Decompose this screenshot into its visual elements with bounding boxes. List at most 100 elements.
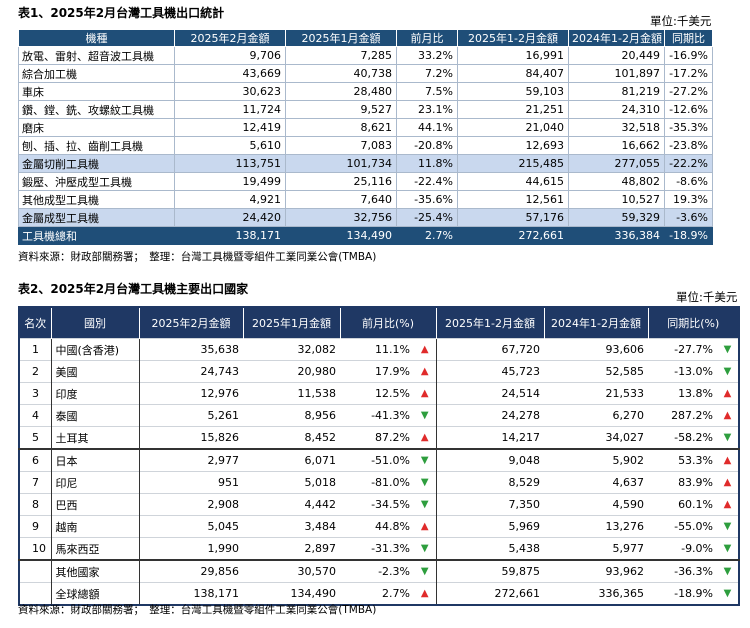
value-cell: 87.2%: [340, 426, 414, 449]
value-cell: 30,570: [243, 559, 340, 583]
value-cell: -18.9%: [648, 582, 718, 605]
value-cell: 29,856: [138, 559, 243, 583]
country-cell: 中國(含香港): [51, 338, 140, 361]
rank-cell: 1: [19, 338, 52, 361]
value-cell: 9,048: [435, 448, 545, 472]
rank-cell: 7: [19, 471, 52, 494]
value-cell: 8,956: [243, 404, 340, 427]
value-cell: 43,669: [174, 64, 286, 83]
table1-header-cell: 2025年2月金額: [174, 29, 286, 47]
value-cell: 7,640: [285, 190, 397, 209]
value-cell: 20,449: [568, 46, 665, 65]
value-cell: 134,490: [285, 226, 397, 245]
value-cell: 40,738: [285, 64, 397, 83]
value-cell: 60.1%: [648, 493, 718, 516]
table1-row: 鍛壓、沖壓成型工具機 19,499 25,116 -22.4% 44,615 48,802…: [18, 172, 713, 191]
value-cell: 24,420: [174, 208, 286, 227]
value-cell: -35.3%: [664, 118, 713, 137]
country-cell: 日本: [51, 448, 140, 472]
value-cell: -25.4%: [396, 208, 458, 227]
value-cell: 12.5%: [340, 382, 414, 405]
table2-header-cell: 前月比(%): [339, 307, 437, 339]
country-cell: 美國: [51, 360, 140, 383]
table2-top-destinations: 名次 國別 2025年2月金額 2025年1月金額 前月比(%) 2025年1-2月金額 2…: [18, 306, 741, 606]
table1-header-cell: 2024年1-2月金額: [568, 29, 665, 47]
value-cell: 32,756: [285, 208, 397, 227]
value-cell: -22.2%: [664, 154, 713, 173]
value-cell: 32,518: [568, 118, 665, 137]
rank-cell: 4: [19, 404, 52, 427]
table1-row: 其他成型工具機 4,921 7,640 -35.6% 12,561 10,527 19.3%: [18, 190, 713, 209]
rank-cell: [19, 559, 52, 583]
value-cell: 17.9%: [340, 360, 414, 383]
value-cell: 93,962: [544, 559, 649, 583]
rank-cell: [19, 582, 52, 605]
table1-header-cell: 前月比: [396, 29, 458, 47]
value-cell: 35,638: [138, 338, 243, 361]
machine-type-cell: 綜合加工機: [18, 64, 175, 83]
rank-cell: 10: [19, 537, 52, 560]
value-cell: 6,071: [243, 448, 340, 472]
value-cell: -55.0%: [648, 515, 718, 538]
rank-cell: 9: [19, 515, 52, 538]
value-cell: 83.9%: [648, 471, 718, 494]
country-cell: 巴西: [51, 493, 140, 516]
value-cell: 8,452: [243, 426, 340, 449]
value-cell: 67,720: [435, 338, 545, 361]
table1-header-cell: 機種: [18, 29, 175, 47]
table1-row: 金屬切削工具機 113,751 101,734 11.8% 215,485 277,055…: [18, 154, 713, 173]
machine-type-cell: 其他成型工具機: [18, 190, 175, 209]
value-cell: 9,527: [285, 100, 397, 119]
value-cell: -20.8%: [396, 136, 458, 155]
country-cell: 馬來西亞: [51, 537, 140, 560]
value-cell: 7.5%: [396, 82, 458, 101]
value-cell: 24,514: [435, 382, 545, 405]
triangle-down-icon: ▼: [717, 582, 740, 605]
table2-row: 8 巴西 2,908 4,442 -34.5% ▼ 7,350 4,590 60.1% ▲: [19, 493, 740, 516]
value-cell: 8,529: [435, 471, 545, 494]
triangle-up-icon: ▲: [717, 493, 740, 516]
value-cell: -36.3%: [648, 559, 718, 583]
value-cell: 45,723: [435, 360, 545, 383]
table1-row: 綜合加工機 43,669 40,738 7.2% 84,407 101,897 -17.2%: [18, 64, 713, 83]
value-cell: -13.0%: [648, 360, 718, 383]
table1-row: 金屬成型工具機 24,420 32,756 -25.4% 57,176 59,329 -3.…: [18, 208, 713, 227]
value-cell: 30,623: [174, 82, 286, 101]
table2-row: 7 印尼 951 5,018 -81.0% ▼ 8,529 4,637 83.9% ▲: [19, 471, 740, 494]
value-cell: 57,176: [457, 208, 569, 227]
value-cell: 7,285: [285, 46, 397, 65]
rank-cell: 5: [19, 426, 52, 449]
value-cell: 1,990: [138, 537, 243, 560]
value-cell: 12,561: [457, 190, 569, 209]
value-cell: 2,897: [243, 537, 340, 560]
table2-row: 5 土耳其 15,826 8,452 87.2% ▲ 14,217 34,027 -58.2% ▼: [19, 426, 740, 449]
value-cell: -16.9%: [664, 46, 713, 65]
value-cell: 2,977: [138, 448, 243, 472]
table1-unit: 單位:千美元: [650, 14, 712, 28]
value-cell: 5,438: [435, 537, 545, 560]
value-cell: 13,276: [544, 515, 649, 538]
country-cell: 土耳其: [51, 426, 140, 449]
value-cell: 336,365: [544, 582, 649, 605]
value-cell: -9.0%: [648, 537, 718, 560]
table2-row: 9 越南 5,045 3,484 44.8% ▲ 5,969 13,276 -55.0% ▼: [19, 515, 740, 538]
table2-header-cell: 2025年1-2月金額: [435, 307, 545, 339]
value-cell: 16,662: [568, 136, 665, 155]
value-cell: 24,310: [568, 100, 665, 119]
value-cell: -58.2%: [648, 426, 718, 449]
value-cell: 3,484: [243, 515, 340, 538]
value-cell: 21,251: [457, 100, 569, 119]
value-cell: 24,278: [435, 404, 545, 427]
table1-row: 刨、插、拉、齒削工具機 5,610 7,083 -20.8% 12,693 16,662-…: [18, 136, 713, 155]
value-cell: 10,527: [568, 190, 665, 209]
table2-header-cell: 同期比(%): [647, 307, 740, 339]
rank-cell: 6: [19, 448, 52, 472]
value-cell: -81.0%: [340, 471, 414, 494]
triangle-up-icon: ▲: [717, 404, 740, 427]
triangle-down-icon: ▼: [414, 471, 437, 494]
table2-row: 10 馬來西亞 1,990 2,897 -31.3% ▼ 5,438 5,977 -9.0% ▼: [19, 537, 740, 560]
table2-source-note: 資料來源：財政部關務署； 整理：台灣工具機暨零組件工業同業公會(TMBA): [18, 604, 377, 616]
value-cell: 138,171: [174, 226, 286, 245]
value-cell: 5,610: [174, 136, 286, 155]
table1-row: 磨床 12,419 8,621 44.1% 21,040 32,518 -35.3%: [18, 118, 713, 137]
